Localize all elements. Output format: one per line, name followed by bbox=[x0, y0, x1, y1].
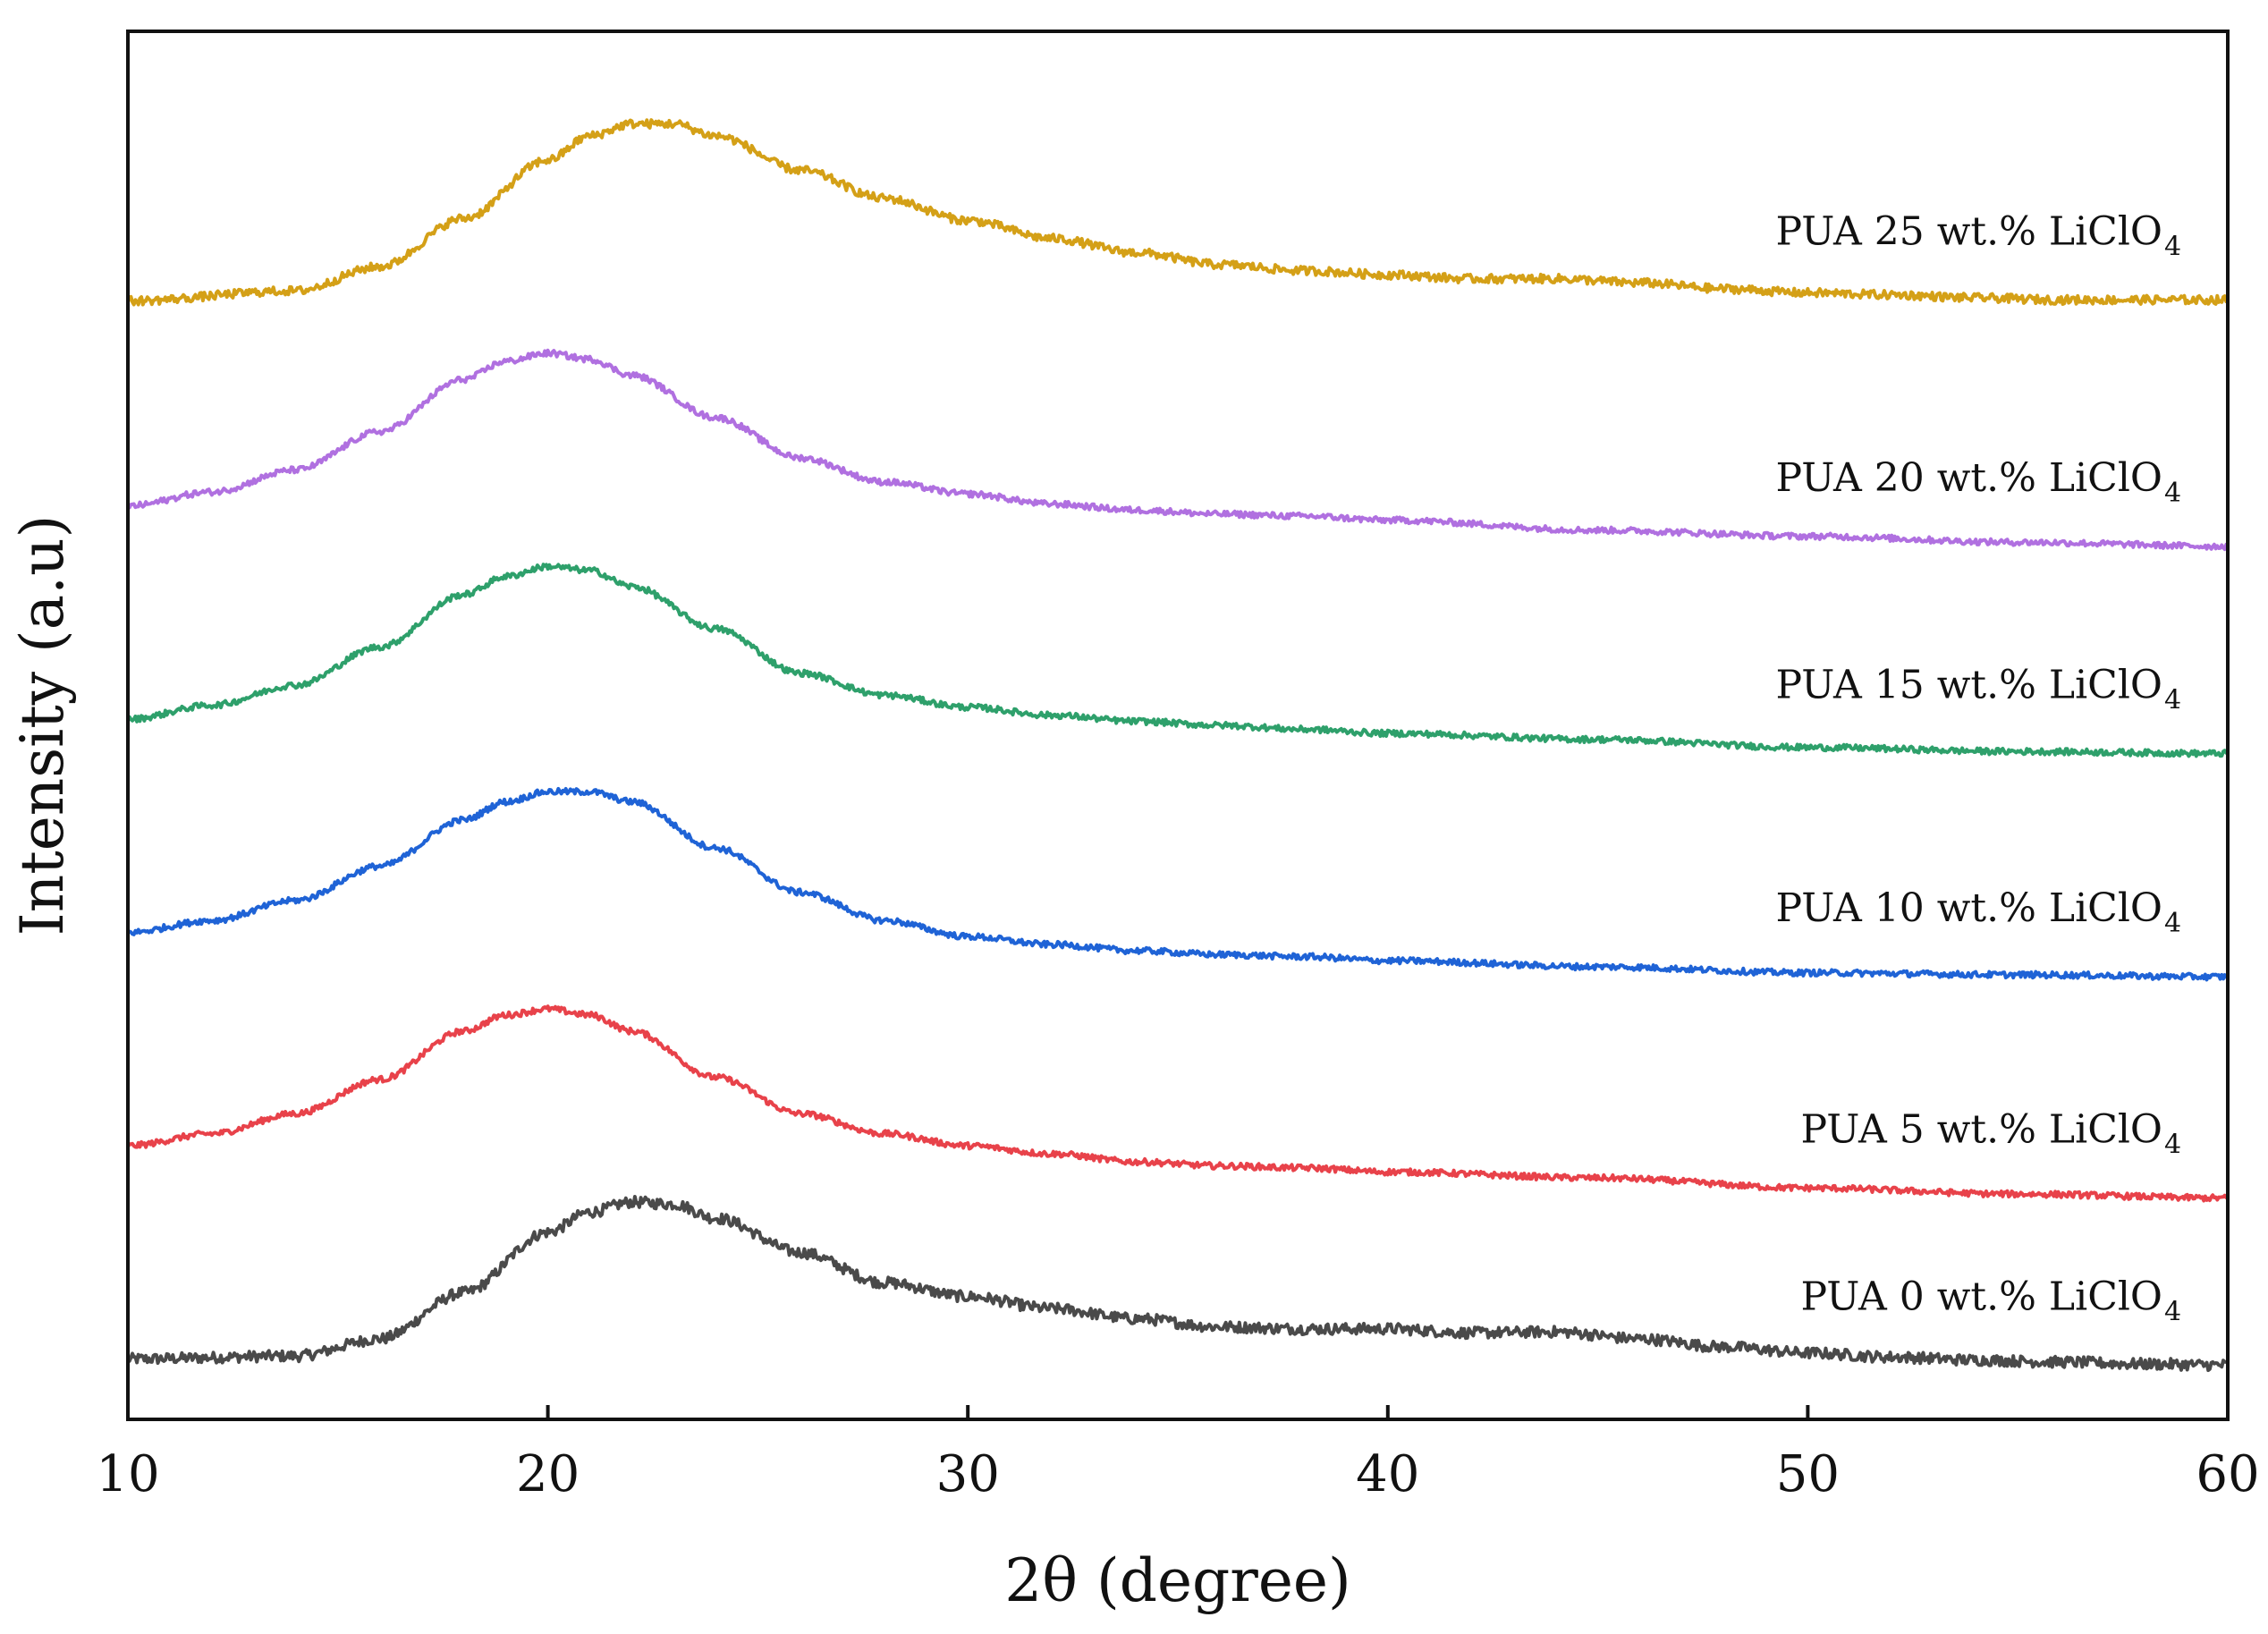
series-label-subscript: 4 bbox=[2164, 908, 2181, 939]
series-4: PUA 20 wt.% LiClO 4 bbox=[126, 348, 2230, 552]
series-label: PUA 20 wt.% LiClO bbox=[1775, 455, 2162, 501]
series-line bbox=[126, 1004, 2229, 1203]
x-tick-label: 20 bbox=[516, 1445, 580, 1503]
x-tick-label: 50 bbox=[1776, 1445, 1840, 1503]
x-tick-label: 60 bbox=[2196, 1445, 2259, 1503]
series-1: PUA 5 wt.% LiClO 4 bbox=[126, 1004, 2229, 1203]
series-label: PUA 5 wt.% LiClO bbox=[1800, 1107, 2162, 1153]
series-label: PUA 15 wt.% LiClO bbox=[1775, 662, 2162, 707]
x-tick-label: 10 bbox=[96, 1445, 159, 1503]
series-line bbox=[126, 563, 2229, 758]
series-label-subscript: 4 bbox=[2164, 478, 2181, 509]
x-tick-label: 30 bbox=[936, 1445, 1000, 1503]
series-label-subscript: 4 bbox=[2164, 1130, 2181, 1161]
series-2: PUA 10 wt.% LiClO 4 bbox=[127, 786, 2230, 982]
series-label: PUA 10 wt.% LiClO bbox=[1775, 885, 2162, 931]
series-label: PUA 25 wt.% LiClO bbox=[1775, 208, 2162, 254]
series-5: PUA 25 wt.% LiClO 4 bbox=[126, 118, 2230, 307]
series-label: PUA 0 wt.% LiClO bbox=[1800, 1274, 2162, 1319]
series-label-subscript: 4 bbox=[2164, 684, 2181, 715]
series-0: PUA 0 wt.% LiClO 4 bbox=[126, 1195, 2229, 1373]
series-line bbox=[126, 1195, 2229, 1373]
series-3: PUA 15 wt.% LiClO 4 bbox=[126, 563, 2229, 758]
y-axis-title: Intensity (a.u) bbox=[8, 515, 77, 936]
x-axis: 10 20 30 40 50 60 bbox=[96, 1405, 2260, 1503]
x-tick-label: 40 bbox=[1356, 1445, 1419, 1503]
series-label-subscript: 4 bbox=[2164, 231, 2181, 262]
series-label-subscript: 4 bbox=[2164, 1296, 2181, 1327]
plot-frame bbox=[126, 30, 2230, 1421]
series-line bbox=[127, 786, 2230, 982]
series-line bbox=[126, 348, 2230, 552]
x-axis-title: 2θ (degree) bbox=[1004, 1546, 1350, 1615]
series-line bbox=[126, 118, 2230, 307]
